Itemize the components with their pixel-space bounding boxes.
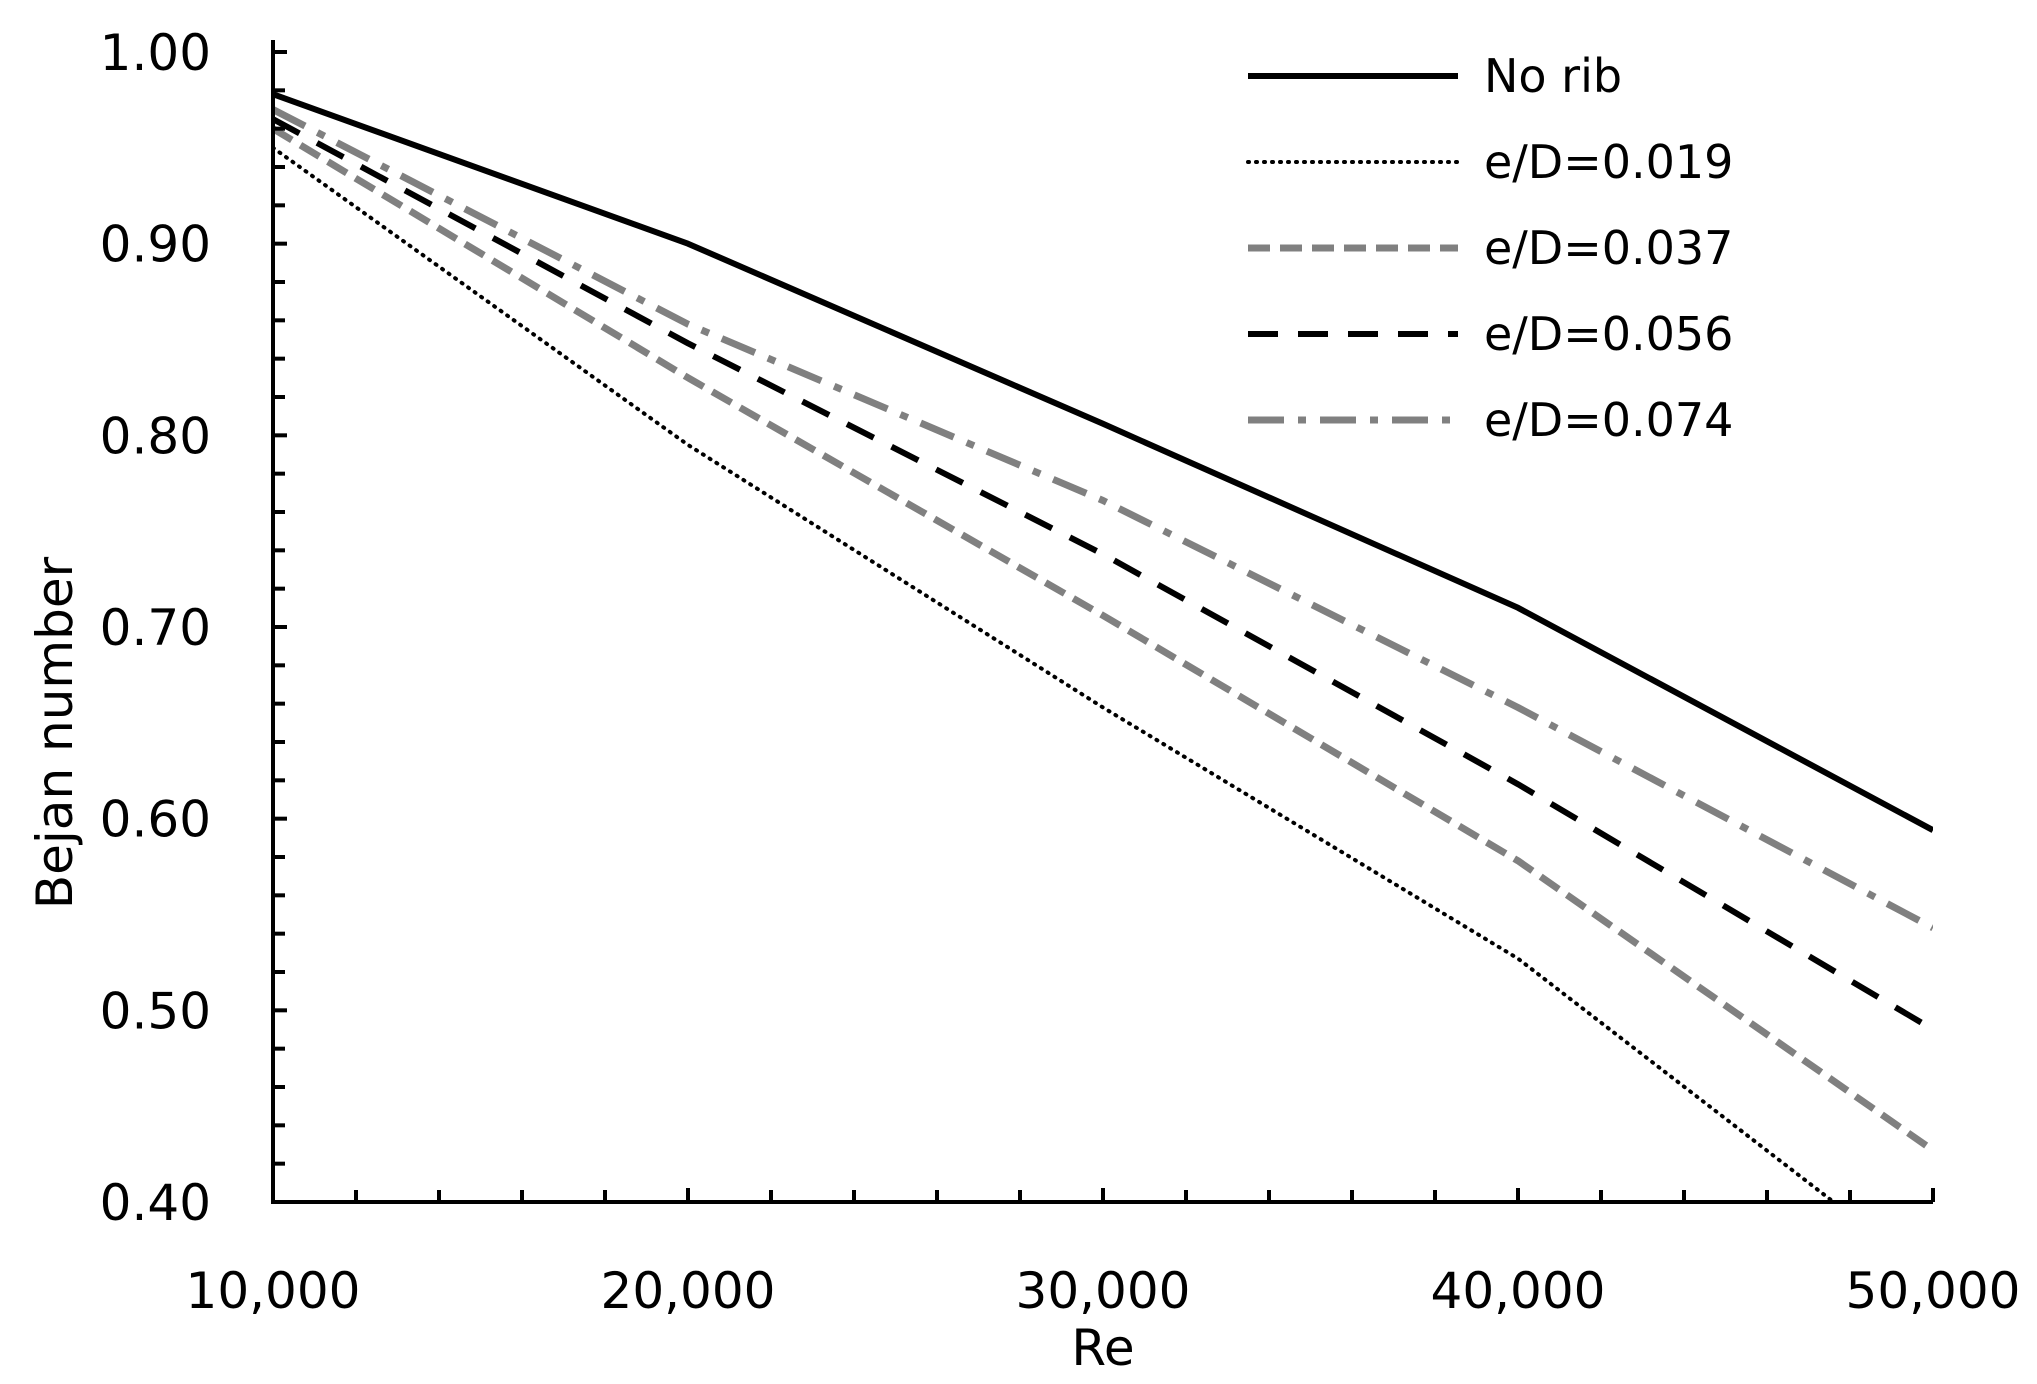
y-tick-label: 1.00: [100, 24, 211, 82]
legend-label-2: e/D=0.019: [1484, 135, 1733, 189]
x-tick-label: 50,000: [1846, 1262, 2021, 1320]
series-line-3: [273, 125, 1933, 1154]
y-tick-label: 0.80: [100, 407, 211, 465]
x-tick-label: 40,000: [1431, 1262, 1606, 1320]
legend-label-3: e/D=0.037: [1484, 221, 1733, 275]
legend: No rib e/D=0.019 e/D=0.037 e/D=0.056 e/D=0.0…: [1246, 49, 1733, 447]
y-tick-label: 0.50: [100, 982, 211, 1040]
y-tick-label: 0.70: [100, 599, 211, 657]
series-layer: [273, 91, 1933, 1202]
y-axis-title: Bejan number: [26, 556, 84, 909]
series-line-5: [273, 106, 1933, 931]
y-tick-label: 0.90: [100, 216, 211, 274]
tick-labels: 0.40 0.50 0.60 0.70 0.80 0.90 1.00 10,000 20,000…: [100, 24, 2021, 1320]
x-tick-label: 30,000: [1016, 1262, 1191, 1320]
axes: [271, 40, 1935, 1204]
x-axis-title: Re: [1071, 1319, 1134, 1377]
x-tick-label: 20,000: [601, 1262, 776, 1320]
series-line-2: [273, 145, 1837, 1202]
series-line-4: [273, 116, 1933, 1033]
y-tick-label: 0.60: [100, 791, 211, 849]
legend-label-5: e/D=0.074: [1484, 393, 1733, 447]
legend-label-4: e/D=0.056: [1484, 307, 1733, 361]
legend-label-1: No rib: [1484, 49, 1622, 103]
y-tick-label: 0.40: [100, 1174, 211, 1232]
series-line-1: [273, 91, 1933, 833]
x-tick-label: 10,000: [186, 1262, 361, 1320]
